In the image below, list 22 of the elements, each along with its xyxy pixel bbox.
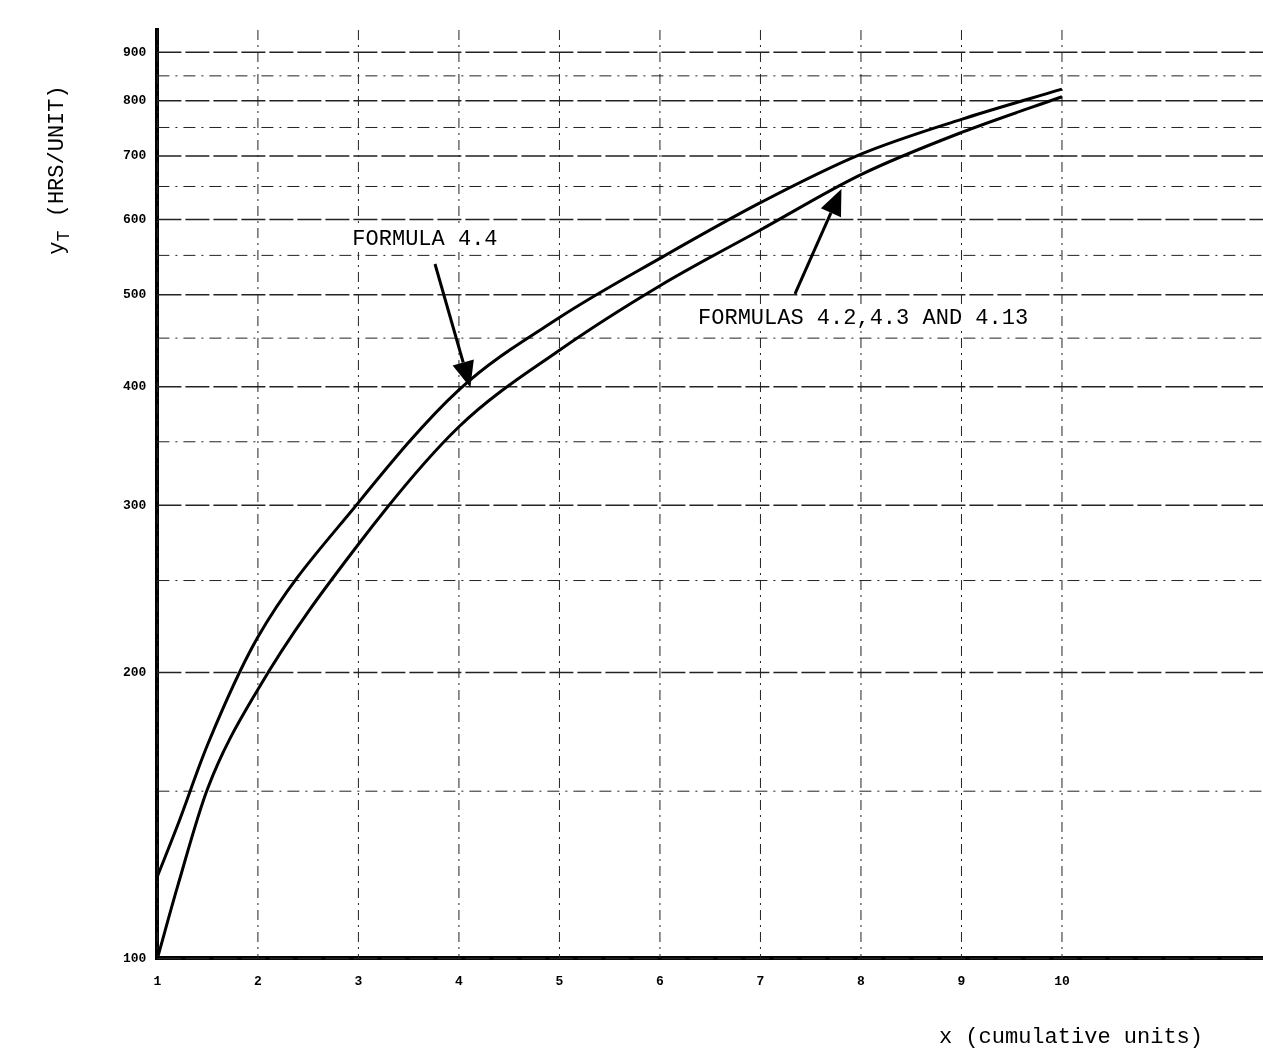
y-tick-label: 800 bbox=[123, 93, 147, 109]
annotation: FORMULAS 4.2,4.3 AND 4.13 bbox=[698, 305, 1029, 331]
y-tick-label: 500 bbox=[123, 286, 147, 302]
x-tick-label: 9 bbox=[957, 974, 966, 990]
x-tick-label: 6 bbox=[656, 974, 665, 990]
x-tick-label: 7 bbox=[756, 974, 765, 990]
x-tick-label: 10 bbox=[1054, 974, 1070, 990]
y-tick-label: 600 bbox=[123, 211, 147, 227]
x-tick-label: 1 bbox=[153, 974, 162, 990]
y-tick-label: 700 bbox=[123, 148, 147, 164]
y-tick-label: 400 bbox=[123, 378, 147, 394]
x-tick-label: 3 bbox=[354, 974, 363, 990]
x-tick-label: 5 bbox=[555, 974, 564, 990]
x-axis-title: x (cumulative units) bbox=[938, 1025, 1203, 1050]
x-tick-label: 2 bbox=[254, 974, 263, 990]
x-tick-label: 8 bbox=[857, 974, 866, 990]
annotation: FORMULA 4.4 bbox=[352, 226, 498, 252]
x-tick-label: 4 bbox=[455, 974, 464, 990]
y-tick-label: 200 bbox=[123, 664, 147, 680]
y-tick-label: 900 bbox=[123, 44, 147, 60]
y-tick-label: 300 bbox=[123, 497, 147, 513]
y-tick-label: 100 bbox=[123, 950, 147, 966]
